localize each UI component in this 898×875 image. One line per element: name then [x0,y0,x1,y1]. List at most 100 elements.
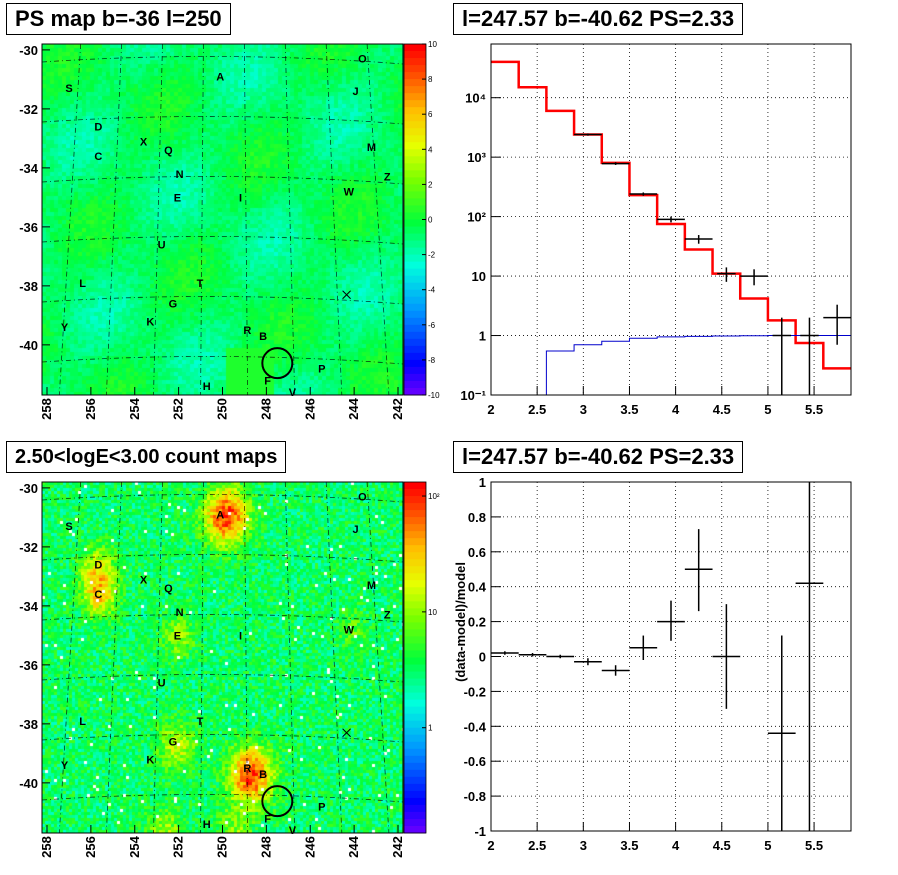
ps-map-source-label-C: C [94,151,102,163]
ps-map-colorbar-cell [404,51,426,59]
residual-y-tick-label: 0.8 [468,510,486,525]
count-map-x-tick-label: 244 [346,835,361,857]
spectrum-x-tick-label: 2.5 [528,402,546,417]
ps-map-x-tick-label: 256 [83,398,98,420]
count-map-colorbar-cell [404,622,426,630]
count-map-source-label-M: M [367,580,376,592]
ps-map-source-label-O: O [358,54,367,66]
ps-map-source-label-H: H [203,381,211,393]
residual-x-tick-label: 5 [764,838,771,853]
ps-map-colorbar-cell [404,289,426,298]
residual-x-tick-label: 3 [580,838,587,853]
count-map-colorbar-cell [404,678,426,687]
ps-map-colorbar-cell [404,156,426,164]
count-map-y-tick-label: -30 [19,481,38,496]
count-map-source-label-W: W [344,624,355,636]
count-map-source-label-L: L [79,716,86,728]
ps-map-colorbar-label: -2 [428,251,436,260]
count-map-y-tick-label: -38 [19,717,38,732]
ps-map-source-label-E: E [174,192,181,204]
ps-map-marker-x [342,290,351,300]
count-map-colorbar-cell [404,566,426,574]
ps-map-colorbar-cell [404,142,426,150]
count-map-colorbar-cell [404,741,426,750]
ps-map-x-tick-label: 252 [171,398,186,420]
spectrum-x-tick-label: 3 [580,402,587,417]
count-map-x-tick-label: 248 [258,836,273,858]
count-map-colorbar-cell [404,811,426,820]
count-map-source-label-X: X [140,574,148,586]
count-map-colorbar-cell [404,643,426,651]
count-map-roi-circle [261,785,294,818]
residual-y-tick-label: 0.2 [468,615,486,630]
count-map-colorbar-cell [404,531,426,539]
residual-x-tick-label: 5.5 [805,838,823,853]
count-map-colorbar-cell [404,706,426,715]
ps-map-x-tick-label: 250 [215,398,230,420]
count-map-x-tick-label: 254 [127,835,142,857]
ps-map-colorbar-label: 4 [428,145,433,154]
ps-map-colorbar-cell [404,226,426,235]
ps-map-colorbar-label: 10 [428,40,437,49]
ps-map-colorbar-cell [404,114,426,122]
ps-map-source-label-W: W [344,186,355,198]
ps-map-frame [41,43,404,396]
ps-map-source-label-I: I [239,192,242,204]
ps-map-source-label-X: X [140,136,148,148]
ps-map-grid-meridian [366,43,390,396]
count-map-x-tick-label: 256 [83,836,98,858]
count-map-source-label-J: J [353,524,359,536]
count-map-colorbar-cell [404,524,426,532]
count-map-grid-parallel [41,674,404,683]
count-map-source-label-P: P [318,801,325,813]
ps-map-colorbar-cell [404,79,426,87]
count-map-source-label-F: F [264,813,271,825]
ps-map-colorbar-cell [404,345,426,354]
ps-map-x-tick-label: 258 [39,398,54,420]
spectrum-x-tick-label: 5.5 [805,402,823,417]
residual-x-tick-label: 2.5 [528,838,546,853]
count-map-colorbar-cell [404,734,426,743]
ps-map-colorbar-cell [404,205,426,213]
spectrum-x-tick-label: 5 [764,402,771,417]
ps-map-colorbar-cell [404,107,426,115]
count-map-colorbar-cell [404,727,426,736]
residual-y-axis-label: (data-model)/model [453,562,468,682]
count-map-colorbar-cell [404,657,426,666]
spectrum-y-tick-label: 10⁴ [465,91,486,106]
ps-map-source-label-L: L [79,278,86,290]
count-map-source-label-O: O [358,492,367,504]
count-map-y-tick-label: -34 [19,599,39,614]
ps-map-source-label-T: T [197,278,204,290]
count-map-grid-parallel [41,734,404,743]
count-map-colorbar-cell [404,776,426,785]
count-map-grid-meridian [325,481,343,834]
residual-y-tick-label: -0.6 [464,754,486,769]
ps-map-grid-meridian [243,43,249,396]
spectrum-y-tick-label: 1 [479,329,486,344]
ps-map-source-label-P: P [318,363,325,375]
count-map-colorbar-cell [404,818,426,827]
count-map-source-label-Z: Z [384,610,391,622]
ps-map-colorbar-cell [404,233,426,242]
ps-map-colorbar-cell [404,296,426,305]
count-map-x-tick-label: 242 [390,836,405,858]
ps-map-colorbar-cell [404,324,426,333]
ps-map-grid-meridian [200,43,204,396]
ps-map-x-tick-label: 244 [346,397,361,419]
count-map-source-label-D: D [94,560,102,572]
count-map-y-tick-label: -36 [19,658,38,673]
count-map-colorbar-cell [404,664,426,673]
count-map-colorbar-label: 1 [428,724,433,733]
ps-map-source-label-Q: Q [164,145,173,157]
ps-map-colorbar-label: -6 [428,321,436,330]
ps-map-colorbar-cell [404,198,426,206]
ps-map-grid-parallel [41,176,404,185]
count-map-x-tick-label: 246 [302,836,317,858]
spectrum-x-tick-label: 4.5 [713,402,731,417]
count-map-source-label-E: E [174,630,181,642]
residual-x-tick-label: 4.5 [713,838,731,853]
spectrum-series-ps-line [518,335,851,396]
spectrum-y-tick-label: 10² [467,210,486,225]
ps-map-colorbar-cell [404,184,426,192]
